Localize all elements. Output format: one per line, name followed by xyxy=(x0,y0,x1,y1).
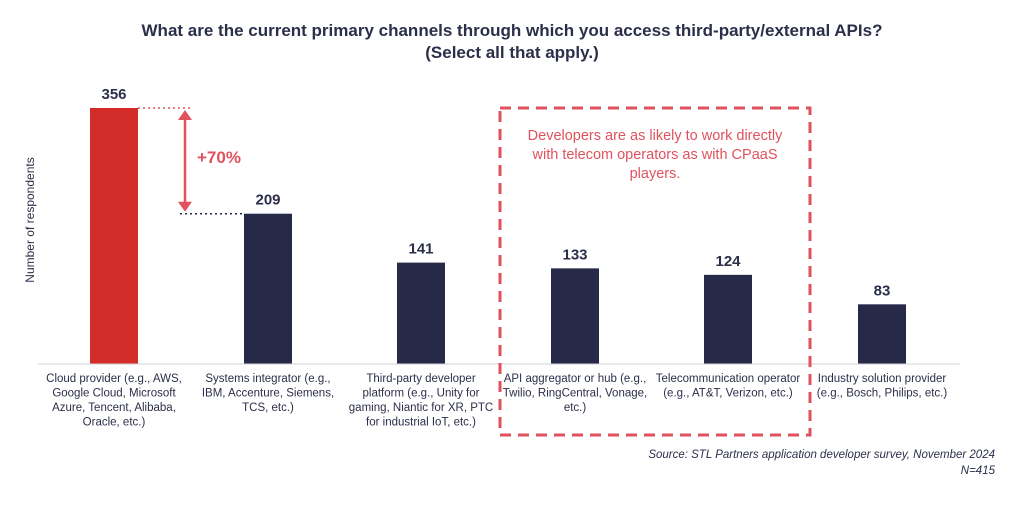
bar-3 xyxy=(551,268,599,364)
chart-title-line-2: (Select all that apply.) xyxy=(425,43,599,62)
value-label-0: 356 xyxy=(101,86,126,103)
callout-text-line-2: with telecom operators as with CPaaS xyxy=(532,147,778,163)
bar-5 xyxy=(858,304,906,364)
delta-arrow-head-up xyxy=(178,110,192,120)
bars-group xyxy=(90,108,906,364)
delta-label: +70% xyxy=(197,148,241,167)
value-label-2: 141 xyxy=(408,241,433,258)
value-label-4: 124 xyxy=(715,253,741,270)
callout-text-line-3: players. xyxy=(630,166,681,182)
value-labels-group: 356 209 141 133 124 83 xyxy=(101,86,890,299)
comparison-annotation: +70% xyxy=(138,107,244,215)
source-text: Source: STL Partners application develop… xyxy=(648,449,995,461)
bar-2 xyxy=(397,262,445,364)
category-label-4: Telecommunication operator (e.g., AT&T, V… xyxy=(656,373,801,400)
callout-text-line-1: Developers are as likely to work directl… xyxy=(528,128,783,144)
value-label-3: 133 xyxy=(562,246,587,263)
value-label-5: 83 xyxy=(874,282,891,299)
sample-size-text: N=415 xyxy=(961,465,996,477)
category-labels-group: Cloud provider (e.g., AWS, Google Cloud, … xyxy=(46,373,947,429)
bar-4 xyxy=(704,274,752,364)
chart-title-line-1: What are the current primary channels th… xyxy=(142,21,883,40)
category-label-5: Industry solution provider (e.g., Bosch, … xyxy=(817,373,948,400)
bar-0 xyxy=(90,108,138,364)
delta-arrow-head-down xyxy=(178,201,192,212)
y-axis-label: Number of respondents xyxy=(23,157,37,282)
value-label-1: 209 xyxy=(255,192,280,209)
category-label-3: API aggregator or hub (e.g., Twilio, Ring… xyxy=(503,373,647,414)
category-label-1: Systems integrator (e.g., IBM, Accenture,… xyxy=(202,373,334,414)
category-label-2: Third-party developer platform (e.g., Uni… xyxy=(349,373,493,429)
callout-box xyxy=(498,106,812,437)
bar-1 xyxy=(244,213,292,364)
category-label-0: Cloud provider (e.g., AWS, Google Cloud, … xyxy=(46,373,182,429)
